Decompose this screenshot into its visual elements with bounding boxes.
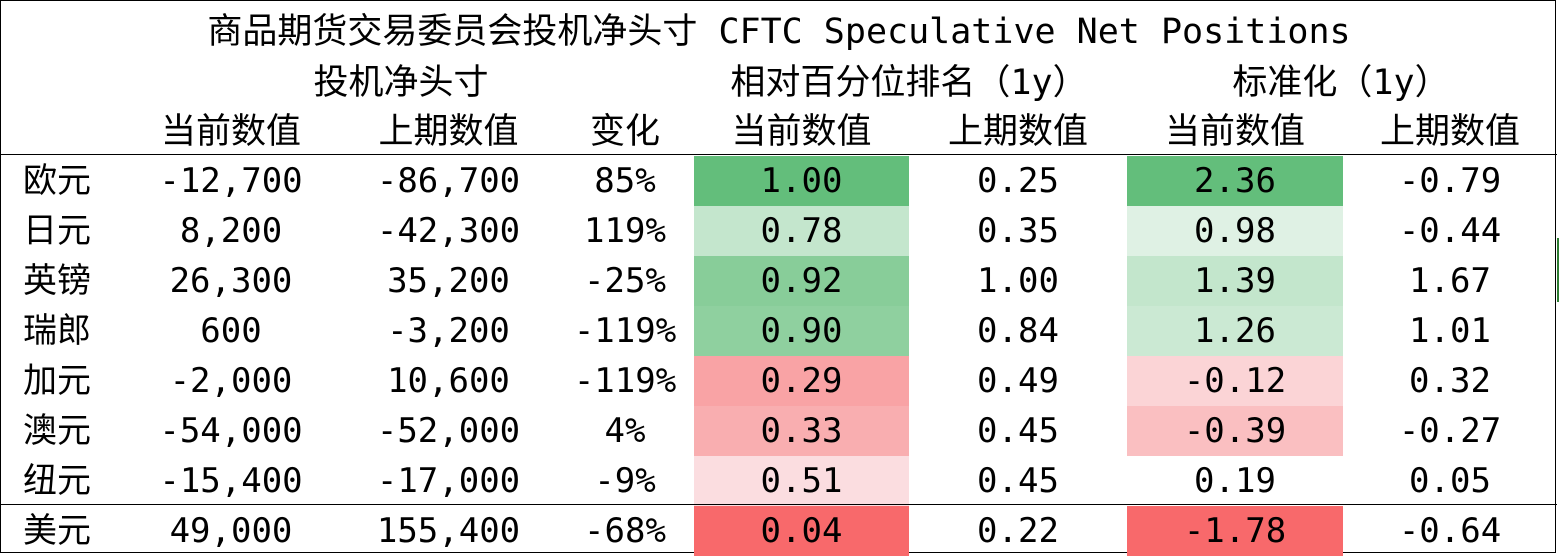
std-previous-cell: 0.32 bbox=[1409, 361, 1491, 401]
change-cell: 85% bbox=[594, 161, 656, 201]
change-cell: -119% bbox=[573, 361, 677, 401]
currency-cell: 欧元 bbox=[23, 161, 91, 201]
std-previous-cell: -0.64 bbox=[1398, 511, 1502, 551]
std-previous-cell: -0.27 bbox=[1398, 411, 1502, 451]
std-previous-cell: -0.79 bbox=[1398, 161, 1502, 201]
change-cell: -25% bbox=[584, 261, 666, 301]
current-value-cell: 49,000 bbox=[169, 511, 293, 551]
std-current-cell: -0.12 bbox=[1127, 356, 1343, 406]
previous-value-cell: -86,700 bbox=[376, 161, 521, 201]
previous-value-cell: 35,200 bbox=[387, 261, 510, 301]
change-cell: 119% bbox=[584, 211, 666, 251]
currency-cell: 瑞郎 bbox=[23, 311, 91, 351]
header-std-previous: 上期数值 bbox=[1379, 112, 1520, 152]
header-rank-previous: 上期数值 bbox=[947, 112, 1088, 152]
current-value-cell: -15,400 bbox=[159, 461, 303, 501]
header-rank-current: 当前数值 bbox=[731, 112, 872, 152]
table-row: 瑞郎 600 -3,200 -119% 0.90 0.84 1.26 1.01 bbox=[1, 306, 1557, 356]
std-current-cell: -0.39 bbox=[1127, 406, 1343, 456]
previous-value-cell: -17,000 bbox=[376, 461, 521, 501]
rank-previous-cell: 0.22 bbox=[977, 511, 1059, 551]
previous-value-cell: 155,400 bbox=[376, 511, 521, 551]
previous-value-cell: -52,000 bbox=[376, 411, 521, 451]
previous-value-cell: -42,300 bbox=[376, 211, 521, 251]
rank-previous-cell: 0.35 bbox=[977, 211, 1059, 251]
change-cell: -9% bbox=[594, 461, 656, 501]
std-previous-cell: -0.44 bbox=[1398, 211, 1502, 251]
currency-cell: 日元 bbox=[23, 211, 91, 251]
table-row: 欧元 -12,700 -86,700 85% 1.00 0.25 2.36 -0.79 bbox=[1, 156, 1557, 206]
header-current: 当前数值 bbox=[160, 112, 301, 152]
header-std-current: 当前数值 bbox=[1164, 112, 1305, 152]
currency-cell: 澳元 bbox=[23, 411, 91, 451]
group-percentile-rank: 相对百分位排名（1y） bbox=[730, 63, 1088, 103]
header-previous: 上期数值 bbox=[378, 112, 519, 152]
rank-current-cell: 1.00 bbox=[694, 156, 909, 206]
std-current-cell: 0.19 bbox=[1127, 456, 1343, 506]
table-row: 美元 49,000 155,400 -68% 0.04 0.22 -1.78 -0.64 bbox=[1, 506, 1557, 556]
std-current-cell: 0.98 bbox=[1127, 206, 1343, 256]
table-row: 加元 -2,000 10,600 -119% 0.29 0.49 -0.12 0.32 bbox=[1, 356, 1557, 406]
change-cell: -119% bbox=[573, 311, 677, 351]
edge-marker bbox=[1557, 238, 1559, 302]
currency-cell: 英镑 bbox=[23, 261, 91, 301]
current-value-cell: -54,000 bbox=[159, 411, 303, 451]
change-cell: 4% bbox=[604, 411, 646, 451]
table-row: 纽元 -15,400 -17,000 -9% 0.51 0.45 0.19 0.05 bbox=[1, 456, 1557, 506]
group-standardized: 标准化（1y） bbox=[1232, 63, 1450, 103]
previous-value-cell: -3,200 bbox=[387, 311, 510, 351]
rank-previous-cell: 0.45 bbox=[977, 411, 1059, 451]
current-value-cell: 26,300 bbox=[169, 261, 293, 301]
std-previous-cell: 0.05 bbox=[1409, 461, 1491, 501]
table-row: 澳元 -54,000 -52,000 4% 0.33 0.45 -0.39 -0.27 bbox=[1, 406, 1557, 456]
table-title: 商品期货交易委员会投机净头寸 CFTC Speculative Net Posi… bbox=[207, 12, 1351, 52]
table-row: 日元 8,200 -42,300 119% 0.78 0.35 0.98 -0.44 bbox=[1, 206, 1557, 256]
rank-previous-cell: 0.84 bbox=[977, 311, 1059, 351]
header-divider bbox=[1, 154, 1557, 155]
rank-previous-cell: 0.25 bbox=[977, 161, 1059, 201]
rank-previous-cell: 0.49 bbox=[977, 361, 1059, 401]
rank-previous-cell: 0.45 bbox=[977, 461, 1059, 501]
group-net-positions: 投机净头寸 bbox=[313, 63, 489, 103]
rank-current-cell: 0.78 bbox=[694, 206, 909, 256]
rank-current-cell: 0.51 bbox=[694, 456, 909, 506]
std-current-cell: 2.36 bbox=[1127, 156, 1343, 206]
currency-cell: 美元 bbox=[23, 511, 91, 551]
change-cell: -68% bbox=[584, 511, 666, 551]
previous-value-cell: 10,600 bbox=[387, 361, 510, 401]
current-value-cell: -2,000 bbox=[169, 361, 293, 401]
current-value-cell: 600 bbox=[200, 311, 262, 351]
std-current-cell: 1.26 bbox=[1127, 306, 1343, 356]
std-current-cell: -1.78 bbox=[1127, 506, 1343, 556]
rank-previous-cell: 1.00 bbox=[977, 261, 1059, 301]
header-change: 变化 bbox=[589, 112, 660, 152]
currency-cell: 纽元 bbox=[23, 461, 91, 501]
table-row: 英镑 26,300 35,200 -25% 0.92 1.00 1.39 1.67 bbox=[1, 256, 1557, 306]
rank-current-cell: 0.29 bbox=[694, 356, 909, 406]
rank-current-cell: 0.92 bbox=[694, 256, 909, 306]
rank-current-cell: 0.33 bbox=[694, 406, 909, 456]
current-value-cell: 8,200 bbox=[179, 211, 283, 251]
rank-current-cell: 0.04 bbox=[694, 506, 909, 556]
std-previous-cell: 1.67 bbox=[1409, 261, 1491, 301]
usd-divider bbox=[1, 504, 1557, 505]
currency-cell: 加元 bbox=[23, 361, 91, 401]
std-current-cell: 1.39 bbox=[1127, 256, 1343, 306]
rank-current-cell: 0.90 bbox=[694, 306, 909, 356]
current-value-cell: -12,700 bbox=[159, 161, 303, 201]
std-previous-cell: 1.01 bbox=[1409, 311, 1491, 351]
